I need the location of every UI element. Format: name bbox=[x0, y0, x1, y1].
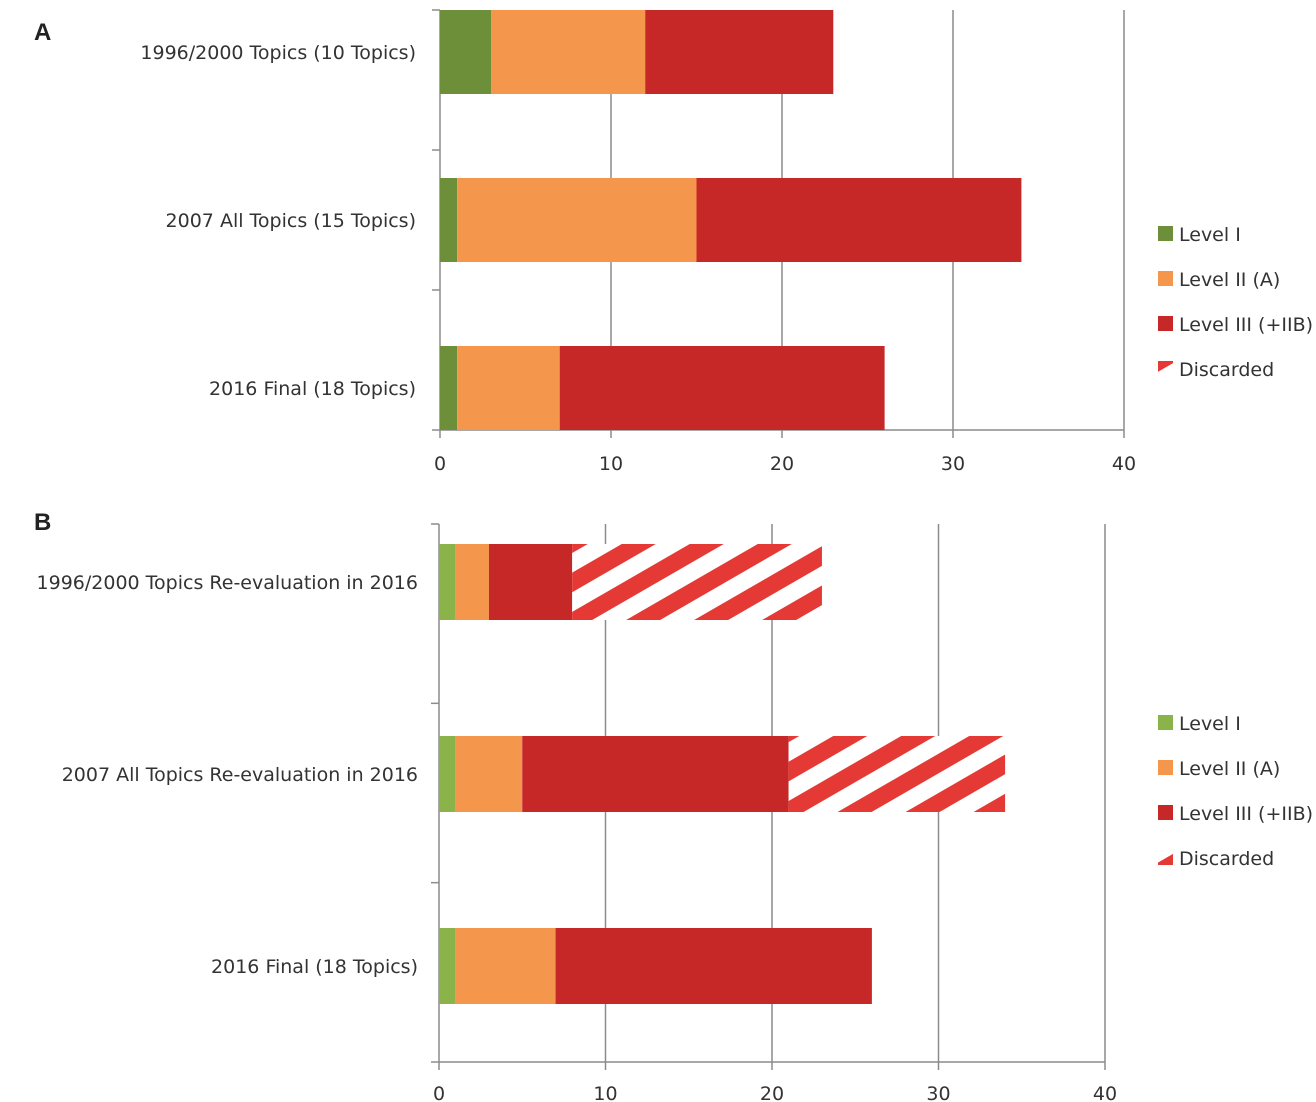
category-label: 2007 All Topics (15 Topics) bbox=[166, 210, 416, 232]
legend-swatch bbox=[1158, 805, 1173, 820]
x-tick-label: 30 bbox=[926, 1083, 950, 1102]
x-tick-label: 0 bbox=[433, 1083, 445, 1102]
bar-segment-level-i bbox=[440, 178, 458, 262]
bar-segment-level-i bbox=[439, 736, 456, 812]
bar-segment-level-iii-iib bbox=[488, 544, 573, 620]
legend-swatch bbox=[1158, 850, 1173, 865]
bar-segment-discarded bbox=[788, 736, 1006, 812]
x-tick-label: 40 bbox=[1093, 1083, 1117, 1102]
legend-label: Level I bbox=[1179, 713, 1241, 735]
panel-letter: B bbox=[34, 509, 51, 536]
legend-label: Level II (A) bbox=[1179, 269, 1280, 291]
legend-swatch bbox=[1158, 316, 1173, 331]
bar-segment-level-i bbox=[439, 544, 456, 620]
x-tick-label: 30 bbox=[941, 453, 965, 475]
panel-b: B 0 10 20 30 40 1996/2000 Topics Re-evaluation… bbox=[34, 509, 1313, 1102]
legend-label: Level III (+IIB) bbox=[1179, 803, 1313, 825]
x-tick-label: 0 bbox=[434, 453, 446, 475]
category-label: 2016 Final (18 Topics) bbox=[211, 956, 418, 978]
legend-swatch bbox=[1158, 715, 1173, 730]
bar-segment-level-i bbox=[440, 346, 458, 430]
legend-label: Level II (A) bbox=[1179, 758, 1280, 780]
bar-segment-level-ii-a bbox=[457, 178, 697, 262]
category-label: 2016 Final (18 Topics) bbox=[209, 378, 416, 400]
legend-swatch bbox=[1158, 271, 1173, 286]
bar-segment-level-ii-a bbox=[455, 544, 489, 620]
legend-swatch bbox=[1158, 361, 1173, 376]
legend-swatch bbox=[1158, 760, 1173, 775]
bar-segment-level-ii-a bbox=[491, 10, 646, 94]
bar-segment-discarded bbox=[572, 544, 822, 620]
legend-swatch bbox=[1158, 226, 1173, 241]
legend-label: Discarded bbox=[1179, 359, 1274, 381]
legend-label: Level III (+IIB) bbox=[1179, 314, 1313, 336]
bar-segment-level-iii-iib bbox=[555, 928, 872, 1004]
bar-segment-level-i bbox=[440, 10, 492, 94]
x-tick-label: 10 bbox=[593, 1083, 617, 1102]
legend-label: Discarded bbox=[1179, 848, 1274, 870]
x-tick-label: 10 bbox=[599, 453, 623, 475]
panel-letter: A bbox=[34, 19, 51, 46]
x-tick-label: 20 bbox=[770, 453, 794, 475]
category-label: 2007 All Topics Re-evaluation in 2016 bbox=[62, 764, 418, 786]
bar-segment-level-ii-a bbox=[455, 928, 556, 1004]
bar-segment-level-i bbox=[439, 928, 456, 1004]
bar-segment-level-ii-a bbox=[455, 736, 523, 812]
bar-segment-level-iii-iib bbox=[645, 10, 834, 94]
legend-label: Level I bbox=[1179, 224, 1241, 246]
bar-segment-level-ii-a bbox=[457, 346, 560, 430]
category-label: 1996/2000 Topics Re-evaluation in 2016 bbox=[37, 572, 418, 594]
bar-segment-level-iii-iib bbox=[559, 346, 885, 430]
bar-segment-level-iii-iib bbox=[522, 736, 789, 812]
x-tick-label: 20 bbox=[760, 1083, 784, 1102]
panel-a: A 0 10 20 30 40 1996/2000 Topics (10 Topics) 20… bbox=[34, 9, 1313, 475]
x-tick-label: 40 bbox=[1112, 453, 1136, 475]
bar-segment-level-iii-iib bbox=[696, 178, 1022, 262]
category-label: 1996/2000 Topics (10 Topics) bbox=[140, 42, 416, 64]
